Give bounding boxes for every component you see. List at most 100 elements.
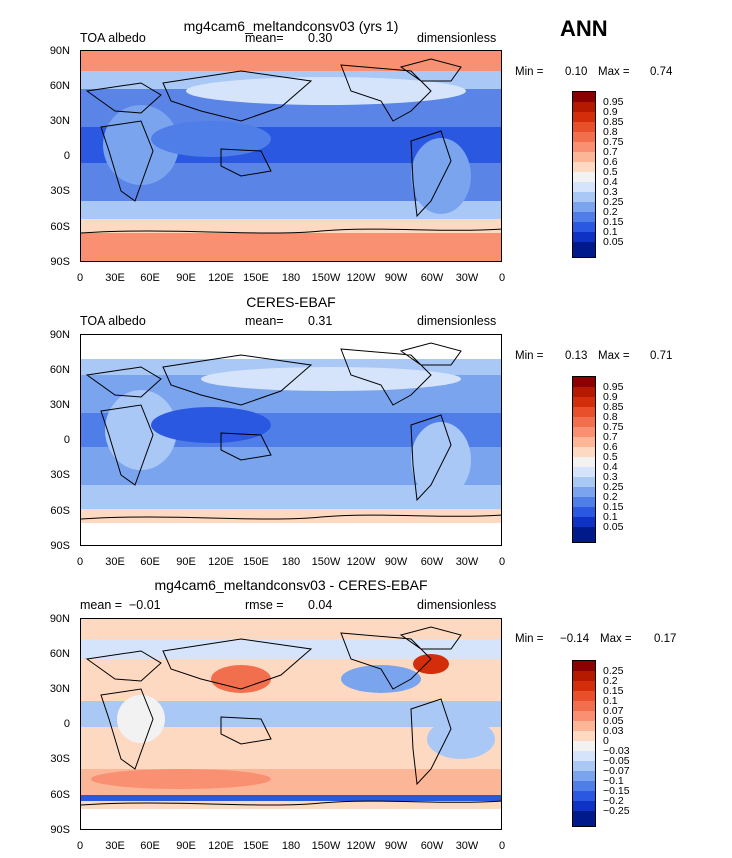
x-tick-label: 30E: [105, 272, 125, 284]
albedo-map: [80, 334, 502, 546]
legend-swatch: [573, 781, 595, 791]
legend-label: 0.03: [603, 725, 624, 737]
y-tick-label: 60S: [50, 505, 70, 517]
legend-label: 0.95: [603, 381, 624, 393]
x-tick-label: 0: [498, 272, 506, 284]
x-tick-label: 30E: [105, 556, 125, 568]
legend-colorbar: [572, 660, 596, 827]
legend-swatch: [573, 701, 595, 711]
x-tick-label: 30W: [455, 272, 479, 284]
legend-swatch: [573, 457, 595, 467]
x-tick-label: 120E: [208, 556, 234, 568]
legend-label: −0.1: [603, 775, 624, 787]
legend-label: 0.75: [603, 136, 624, 148]
legend-label: 0.1: [603, 226, 618, 238]
x-tick-label: 120W: [346, 556, 376, 568]
max-label: Max =: [598, 350, 630, 362]
x-tick-label: 150E: [243, 840, 269, 852]
legend-label: −0.15: [603, 785, 630, 797]
legend-label: −0.25: [603, 805, 630, 817]
legend-label: 0.4: [603, 461, 618, 473]
y-tick-label: 90S: [50, 824, 70, 836]
difference-map: [80, 618, 502, 830]
max-value: 0.71: [650, 350, 673, 362]
variable-label: TOA albedo: [80, 31, 146, 45]
legend-swatch: [573, 212, 595, 222]
legend-swatch: [573, 192, 595, 202]
y-tick-label: 90S: [50, 256, 70, 268]
legend-swatch: [573, 152, 595, 162]
x-tick-label: 30W: [455, 556, 479, 568]
legend-swatch: [573, 222, 595, 232]
legend-swatch: [573, 527, 595, 542]
legend-label: 0.8: [603, 126, 618, 138]
legend-label: 0.15: [603, 501, 624, 513]
panel-title: mg4cam6_meltandconsv03 (yrs 1): [183, 18, 399, 34]
mean-value: 0.31: [308, 314, 333, 328]
legend-label: 0.6: [603, 441, 618, 453]
legend-label: 0.15: [603, 685, 624, 697]
y-tick-label: 90S: [50, 540, 70, 552]
legend-label: 0.2: [603, 675, 618, 687]
min-label: Min =: [515, 350, 544, 362]
legend-swatch: [573, 387, 595, 397]
legend-swatch: [573, 112, 595, 122]
mean-label: mean=: [245, 314, 284, 328]
x-tick-label: 120W: [346, 272, 376, 284]
legend-swatch: [573, 681, 595, 691]
variable-label: TOA albedo: [80, 314, 146, 328]
legend-swatch: [573, 671, 595, 681]
legend-label: −0.2: [603, 795, 624, 807]
legend-label: 0.25: [603, 665, 624, 677]
legend-swatch: [573, 232, 595, 242]
x-tick-label: 150W: [311, 556, 341, 568]
x-tick-label: 90E: [176, 272, 196, 284]
y-tick-label: 30S: [50, 185, 70, 197]
y-tick-label: 60S: [50, 789, 70, 801]
legend-swatch: [573, 517, 595, 527]
legend-swatch: [573, 507, 595, 517]
rmse-label: rmse =: [245, 598, 284, 612]
x-tick-label: 90W: [384, 272, 408, 284]
x-tick-label: 150W: [311, 272, 341, 284]
y-tick-label: 60N: [49, 80, 70, 92]
legend-swatch: [573, 172, 595, 182]
x-tick-label: 90W: [384, 840, 408, 852]
x-tick-label: 60E: [140, 272, 160, 284]
legend-label: −0.03: [603, 745, 630, 757]
y-tick-label: 90N: [49, 45, 70, 57]
x-tick-label: 90W: [384, 556, 408, 568]
legend-label: 0.6: [603, 156, 618, 168]
legend-label: 0.25: [603, 481, 624, 493]
legend-swatch: [573, 791, 595, 801]
legend-label: 0.7: [603, 146, 618, 158]
legend-swatch: [573, 162, 595, 172]
legend-label: 0.4: [603, 176, 618, 188]
legend-label: 0.1: [603, 695, 618, 707]
legend-swatch: [573, 397, 595, 407]
legend-label: 0.2: [603, 491, 618, 503]
legend-swatch: [573, 497, 595, 507]
legend-swatch: [573, 661, 595, 671]
y-tick-label: 30S: [50, 753, 70, 765]
legend-label: 0.75: [603, 421, 624, 433]
legend-colorbar: [572, 376, 596, 543]
legend-label: 0: [603, 735, 609, 747]
legend-label: −0.07: [603, 765, 630, 777]
x-tick-label: 60W: [420, 272, 444, 284]
legend-label: −0.05: [603, 755, 630, 767]
x-tick-label: 150W: [311, 840, 341, 852]
legend-swatch: [573, 417, 595, 427]
x-tick-label: 90E: [176, 556, 196, 568]
min-label: Min =: [515, 66, 544, 78]
legend-swatch: [573, 182, 595, 192]
min-value: −0.14: [560, 633, 590, 645]
y-tick-label: 30N: [49, 115, 70, 127]
legend-label: 0.5: [603, 451, 618, 463]
legend-swatch: [573, 771, 595, 781]
legend-swatch: [573, 122, 595, 132]
legend-swatch: [573, 102, 595, 112]
x-tick-label: 0: [76, 556, 84, 568]
legend-label: 0.05: [603, 715, 624, 727]
x-tick-label: 0: [76, 840, 84, 852]
